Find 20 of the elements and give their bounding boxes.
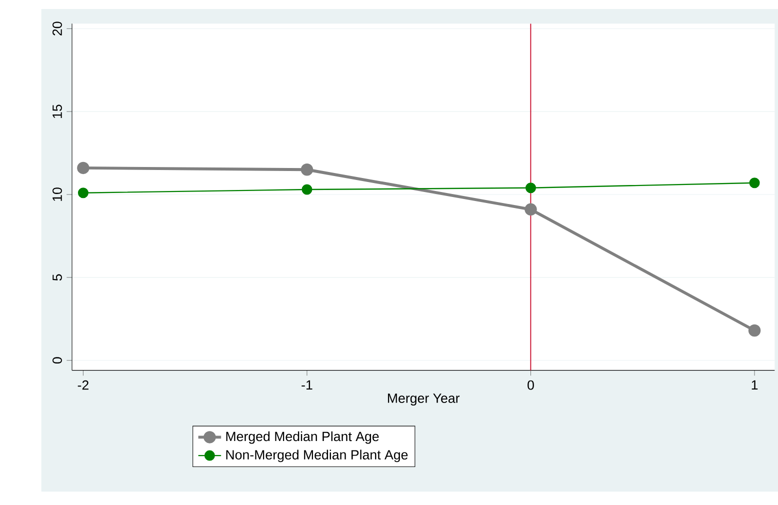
y-tick-label: 10 bbox=[52, 188, 62, 201]
point bbox=[77, 162, 90, 174]
y-tick-label: 5 bbox=[52, 274, 62, 281]
x-tick-label: -1 bbox=[302, 380, 312, 390]
point bbox=[749, 178, 760, 188]
legend-label: Non-Merged Median Plant Age bbox=[226, 450, 408, 462]
y-tick-label: 0 bbox=[52, 357, 62, 364]
x-axis-title: Merger Year bbox=[388, 394, 460, 406]
point bbox=[78, 188, 88, 198]
point bbox=[524, 203, 537, 216]
y-tick-label: 20 bbox=[52, 22, 62, 36]
x-tick-label: 1 bbox=[752, 380, 758, 390]
point bbox=[748, 324, 761, 337]
x-tick-label: -2 bbox=[78, 380, 88, 390]
legend-label: Merged Median Plant Age bbox=[226, 431, 379, 444]
y-tick-label: 15 bbox=[52, 104, 62, 118]
point bbox=[302, 184, 312, 195]
x-tick-label: 0 bbox=[528, 380, 534, 390]
point bbox=[525, 182, 536, 194]
point bbox=[300, 163, 314, 176]
